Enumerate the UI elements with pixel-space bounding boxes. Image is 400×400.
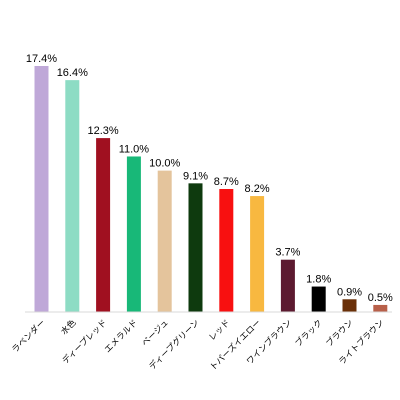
bar [65, 80, 80, 312]
category-label: ラベンダー [10, 317, 48, 355]
bar [157, 170, 172, 312]
bar-value-label: 1.8% [306, 274, 331, 286]
bar-value-label: 0.5% [368, 292, 393, 304]
bar-value-label: 9.1% [183, 170, 208, 182]
category-label: ブラック [293, 317, 325, 349]
bar [219, 189, 234, 312]
bar [280, 259, 295, 312]
category-label: トパーズイエロー [208, 317, 264, 373]
bar-value-label: 0.9% [337, 286, 362, 298]
bar [311, 286, 326, 312]
bar-value-label: 12.3% [87, 125, 118, 137]
bar [342, 299, 357, 312]
bar-value-label: 10.0% [149, 158, 180, 170]
bar-value-label: 17.4% [26, 53, 57, 65]
category-label: レッド [207, 318, 232, 343]
bar [373, 304, 388, 312]
bar [188, 183, 203, 312]
bar [34, 66, 49, 312]
bar-value-label: 16.4% [57, 67, 88, 79]
bar-value-label: 8.7% [214, 176, 239, 188]
category-label: 水色 [59, 317, 79, 337]
category-label: ベージュ [140, 318, 171, 349]
bar-value-label: 8.2% [245, 183, 270, 195]
bar [126, 156, 141, 312]
bar-value-label: 3.7% [275, 247, 300, 259]
bar [250, 196, 265, 312]
category-label: エメラルド [103, 318, 140, 355]
value-labels-group: 17.4%16.4% 12.3%11.0% 10.0%9.1% 8.7% 8.2% 3.7… [26, 53, 393, 304]
bars-group [34, 66, 388, 312]
bar-value-label: 11.0% [119, 143, 150, 155]
category-label: ブラウン [324, 317, 356, 349]
bar [96, 138, 111, 312]
